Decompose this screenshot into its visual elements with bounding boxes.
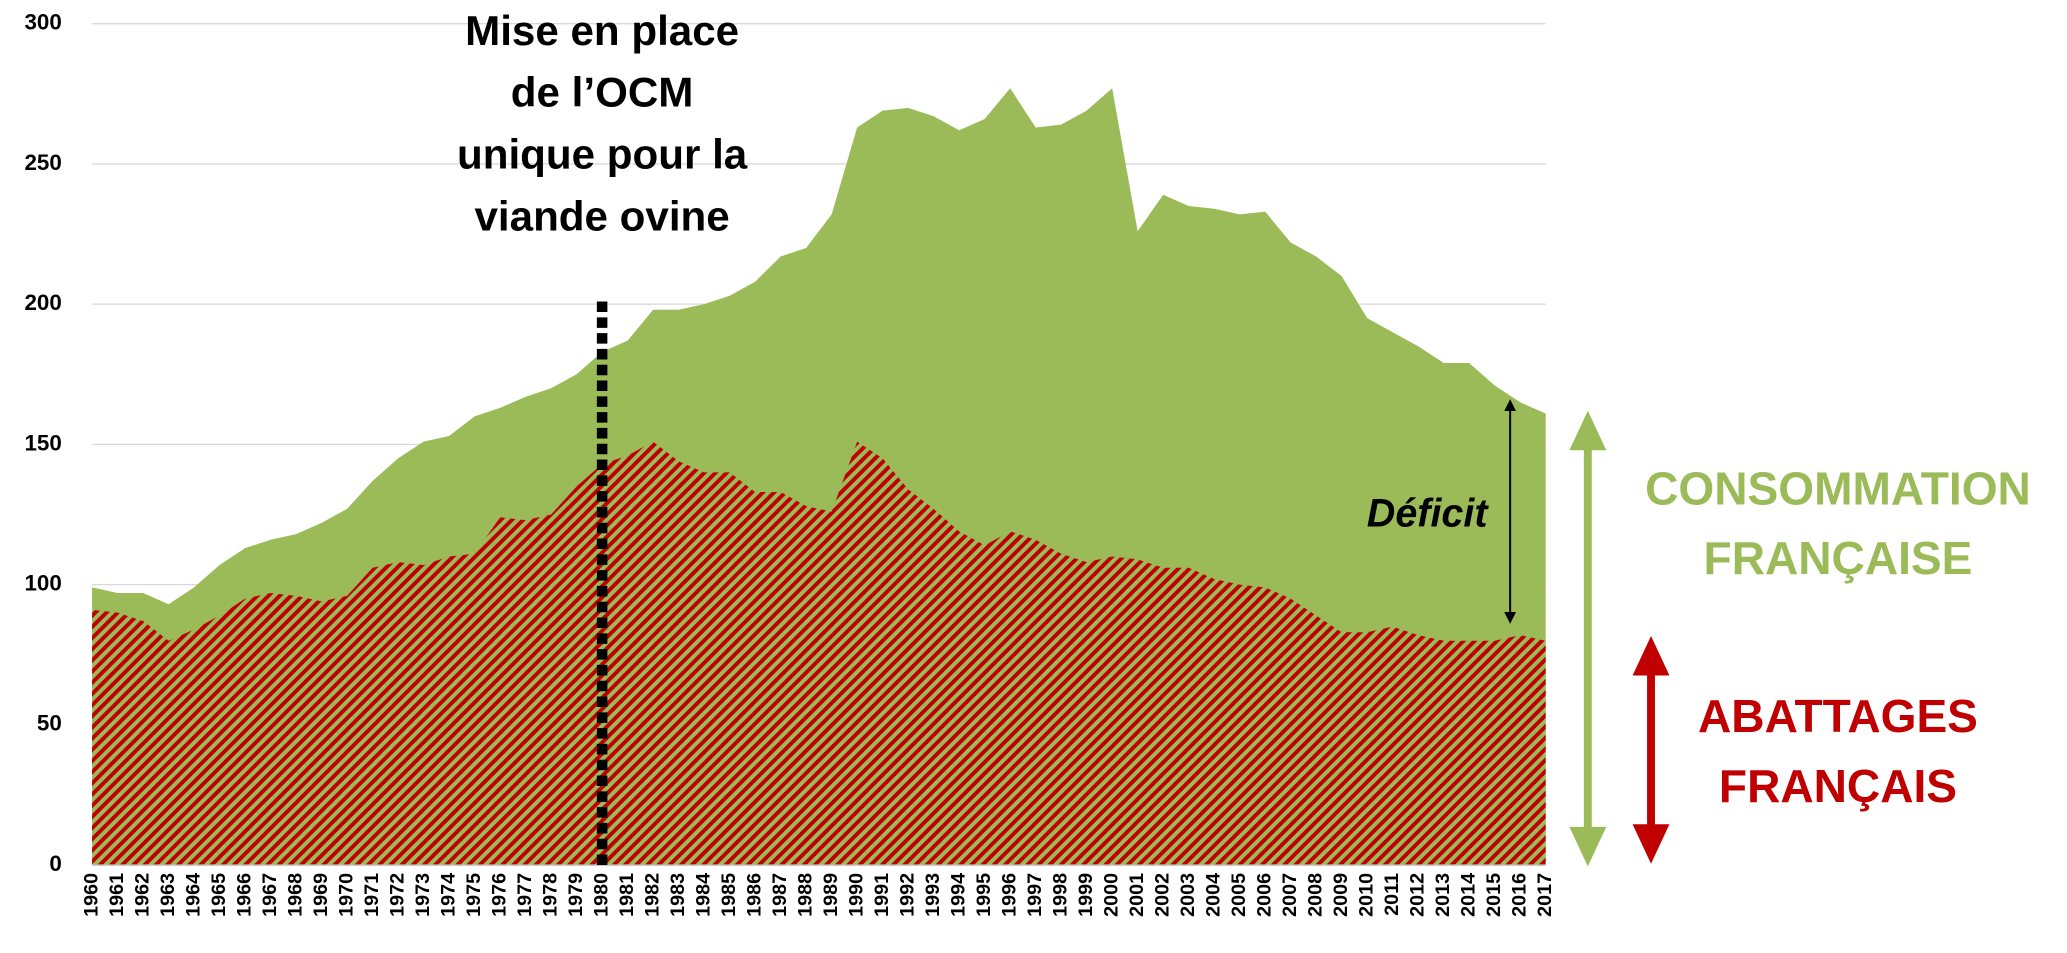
x-tick-label: 2008 (1304, 873, 1326, 917)
area (92, 441, 1546, 866)
x-tick-label: 1989 (820, 873, 842, 917)
legend-arrow-head (1632, 635, 1670, 676)
x-tick-label: 1965 (208, 873, 230, 917)
y-tick-label: 100 (24, 571, 61, 596)
legend-arrow-head (1632, 824, 1670, 864)
x-tick-label: 1994 (947, 873, 969, 917)
x-tick-label: 1999 (1075, 873, 1097, 917)
x-tick-label: 1973 (412, 873, 434, 917)
x-tick-label: 2001 (1126, 873, 1148, 917)
x-tick-label: 2006 (1253, 873, 1275, 917)
y-tick-label: 0 (49, 851, 61, 876)
x-tick-label: 1961 (106, 873, 128, 917)
x-tick-label: 1978 (539, 873, 561, 917)
x-tick-label: 2005 (1228, 873, 1250, 917)
legend-label: ABATTAGES FRANÇAIS (1698, 691, 1978, 813)
x-tick-label: 1976 (488, 873, 510, 917)
x-tick-label: 1986 (743, 873, 765, 917)
x-tick-label: 1966 (233, 873, 255, 917)
legend-arrow-head (1569, 826, 1607, 867)
x-tick-label: 2010 (1355, 873, 1377, 917)
x-tick-label: 1971 (361, 873, 383, 917)
x-tick-label: 2014 (1457, 873, 1479, 917)
x-tick-label: 1962 (131, 873, 153, 917)
legend-label: CONSOMMATION FRANÇAISE (1645, 463, 2031, 585)
annotations: Mise en place de l’OCM unique pour la vi… (456, 6, 2031, 867)
x-tick-label: 1975 (463, 873, 485, 917)
x-tick-label: 2000 (1100, 873, 1122, 917)
x-tick-label: 1979 (565, 873, 587, 917)
x-tick-label: 1969 (310, 873, 332, 917)
x-tick-label: 1983 (667, 873, 689, 917)
areas (92, 88, 1546, 866)
x-tick-label: 2002 (1151, 873, 1173, 917)
x-tick-label: 1990 (845, 873, 867, 917)
annotation-text-box: Mise en place de l’OCM unique pour la vi… (456, 6, 748, 240)
x-tick-label: 1982 (641, 873, 663, 917)
x-tick-label: 2004 (1202, 873, 1224, 917)
x-tick-label: 1987 (769, 873, 791, 917)
y-tick-label: 150 (24, 430, 61, 455)
legend-arrow-head (1569, 410, 1607, 451)
x-tick-label: 1992 (896, 873, 918, 917)
deficit-label: Déficit (1367, 492, 1490, 536)
x-tick-label: 2007 (1279, 873, 1301, 917)
x-tick-label: 1981 (616, 873, 638, 917)
x-tick-label: 1991 (871, 873, 893, 917)
legend-label-box: ABATTAGES FRANÇAIS (1698, 691, 1978, 813)
x-tick-label: 1970 (335, 873, 357, 917)
y-tick-label: 300 (24, 10, 61, 35)
x-tick-label: 1964 (182, 873, 204, 917)
x-tick-label: 1974 (437, 873, 459, 917)
x-tick-label: 1996 (998, 873, 1020, 917)
legend-label-box: CONSOMMATION FRANÇAISE (1645, 463, 2031, 585)
y-tick-label: 200 (24, 290, 61, 315)
x-tick-label: 1997 (1024, 873, 1046, 917)
x-tick-label: 1968 (284, 873, 306, 917)
y-tick-label: 250 (24, 150, 61, 175)
x-tick-label: 1972 (386, 873, 408, 917)
x-tick-label: 2016 (1508, 873, 1530, 917)
annotation-text: Mise en place de l’OCM unique pour la vi… (456, 6, 748, 240)
x-tick-label: 1967 (259, 873, 281, 917)
x-tick-label: 1985 (718, 873, 740, 917)
x-tick-label: 2017 (1534, 873, 1556, 917)
y-tick-label: 50 (37, 711, 62, 736)
x-tick-label: 1995 (973, 873, 995, 917)
x-tick-label: 2013 (1432, 873, 1454, 917)
x-tick-label: 1977 (514, 873, 536, 917)
x-tick-label: 2015 (1483, 873, 1505, 917)
x-tick-label: 2003 (1177, 873, 1199, 917)
x-tick-label: 2009 (1330, 873, 1352, 917)
x-tick-label: 1993 (922, 873, 944, 917)
x-tick-label: 1988 (794, 873, 816, 917)
x-tick-label: 1984 (692, 873, 714, 917)
x-tick-label: 1963 (157, 873, 179, 917)
x-tick-label: 2012 (1406, 873, 1428, 917)
x-tick-label: 1998 (1049, 873, 1071, 917)
x-tick-label: 1980 (590, 873, 612, 917)
x-tick-label: 1960 (80, 873, 102, 917)
x-tick-label: 2011 (1381, 873, 1403, 916)
